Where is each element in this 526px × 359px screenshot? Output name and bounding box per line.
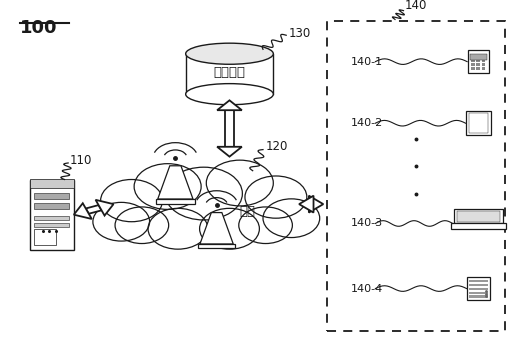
Bar <box>34 203 69 209</box>
Bar <box>477 59 480 62</box>
Bar <box>454 209 503 223</box>
Bar <box>327 21 505 331</box>
Bar <box>482 67 485 70</box>
Bar <box>471 63 475 66</box>
Bar <box>469 284 488 286</box>
Bar <box>469 292 488 294</box>
Polygon shape <box>217 147 242 157</box>
Bar <box>34 229 56 244</box>
Bar <box>457 211 500 222</box>
Bar <box>471 59 475 62</box>
Circle shape <box>245 176 307 218</box>
Circle shape <box>165 167 242 220</box>
Bar <box>34 216 69 220</box>
Bar <box>470 53 487 60</box>
Bar <box>198 244 235 248</box>
Bar <box>468 50 489 73</box>
Circle shape <box>134 164 201 209</box>
Polygon shape <box>96 200 114 215</box>
Bar <box>34 223 69 227</box>
Text: 130: 130 <box>289 27 311 40</box>
Circle shape <box>148 208 208 249</box>
Polygon shape <box>74 203 92 219</box>
Bar <box>34 192 69 199</box>
Polygon shape <box>86 205 102 214</box>
Text: 110: 110 <box>69 154 92 167</box>
Bar <box>471 67 475 70</box>
Bar <box>467 277 490 300</box>
Bar <box>30 180 74 250</box>
Bar <box>30 180 74 188</box>
Bar <box>186 54 274 94</box>
Circle shape <box>206 160 274 206</box>
Bar <box>466 111 491 135</box>
Bar <box>469 295 488 298</box>
Polygon shape <box>200 213 233 244</box>
Polygon shape <box>309 196 323 213</box>
Circle shape <box>93 202 149 241</box>
Bar <box>477 63 480 66</box>
Text: 140-2: 140-2 <box>351 118 383 128</box>
Text: 100: 100 <box>19 19 57 37</box>
Text: 网络: 网络 <box>239 205 256 218</box>
Text: 120: 120 <box>266 140 288 153</box>
Bar <box>156 199 195 204</box>
Bar <box>469 288 488 290</box>
Bar <box>469 280 488 283</box>
Ellipse shape <box>186 84 274 105</box>
Circle shape <box>263 199 320 238</box>
Bar <box>482 63 485 66</box>
Text: 140-1: 140-1 <box>351 57 383 67</box>
Ellipse shape <box>186 43 274 64</box>
Text: 140-4: 140-4 <box>351 284 383 294</box>
Circle shape <box>199 208 259 249</box>
Polygon shape <box>217 100 242 110</box>
Text: 存储设备: 存储设备 <box>214 66 246 79</box>
Polygon shape <box>158 166 193 199</box>
Text: 140: 140 <box>405 0 428 12</box>
Polygon shape <box>225 110 234 147</box>
Polygon shape <box>309 201 313 207</box>
Bar <box>482 59 485 62</box>
Circle shape <box>239 207 292 243</box>
Bar <box>482 55 485 58</box>
Bar <box>451 223 505 229</box>
Bar <box>471 55 475 58</box>
Circle shape <box>115 207 169 243</box>
Circle shape <box>100 180 163 222</box>
Text: 140-3: 140-3 <box>351 219 383 228</box>
Bar <box>469 113 488 133</box>
Bar <box>477 67 480 70</box>
Bar <box>477 55 480 58</box>
Polygon shape <box>299 196 313 213</box>
